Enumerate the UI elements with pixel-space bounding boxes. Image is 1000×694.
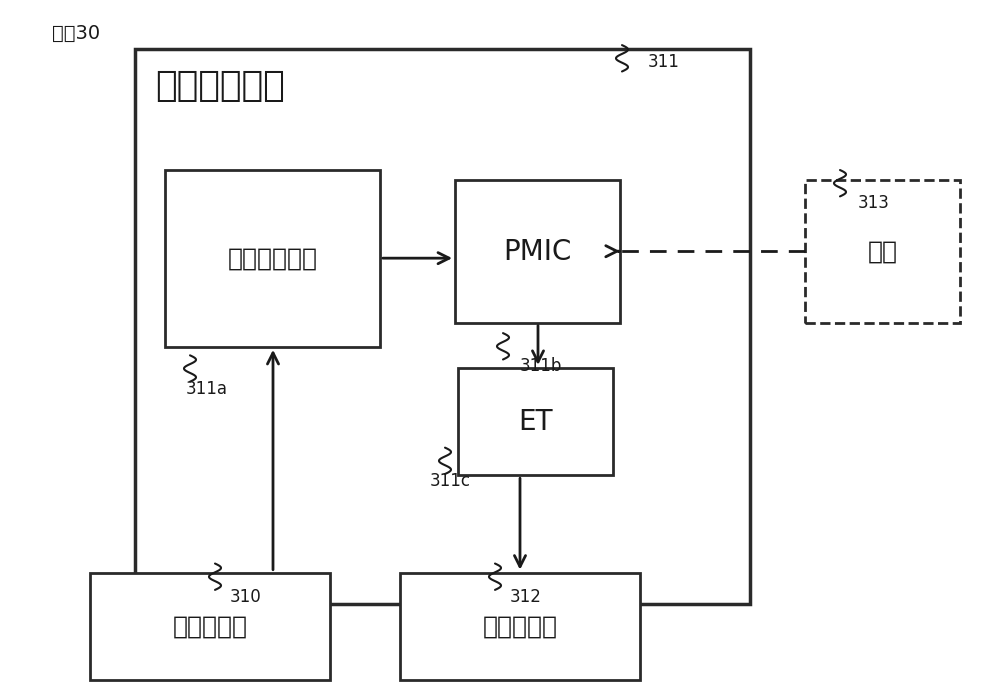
Text: 310: 310 bbox=[230, 588, 262, 606]
Text: 312: 312 bbox=[510, 588, 542, 606]
Text: 终端30: 终端30 bbox=[52, 24, 100, 43]
FancyBboxPatch shape bbox=[90, 573, 330, 680]
FancyBboxPatch shape bbox=[135, 49, 750, 604]
Text: 311c: 311c bbox=[430, 472, 471, 490]
Text: 功率放大器: 功率放大器 bbox=[482, 614, 558, 638]
Text: PMIC: PMIC bbox=[503, 237, 572, 266]
Text: 电源: 电源 bbox=[868, 239, 898, 264]
Text: 311: 311 bbox=[648, 53, 680, 71]
FancyBboxPatch shape bbox=[458, 368, 613, 475]
Text: 调制解调器: 调制解调器 bbox=[173, 614, 248, 638]
Text: 311b: 311b bbox=[520, 357, 562, 375]
Text: ET: ET bbox=[518, 407, 553, 436]
Text: 电源控制组件: 电源控制组件 bbox=[155, 69, 285, 103]
FancyBboxPatch shape bbox=[165, 170, 380, 347]
FancyBboxPatch shape bbox=[455, 180, 620, 323]
FancyBboxPatch shape bbox=[805, 180, 960, 323]
Text: 开关控制单元: 开关控制单元 bbox=[228, 246, 318, 271]
FancyBboxPatch shape bbox=[400, 573, 640, 680]
Text: 313: 313 bbox=[858, 194, 890, 212]
Text: 311a: 311a bbox=[186, 380, 228, 398]
